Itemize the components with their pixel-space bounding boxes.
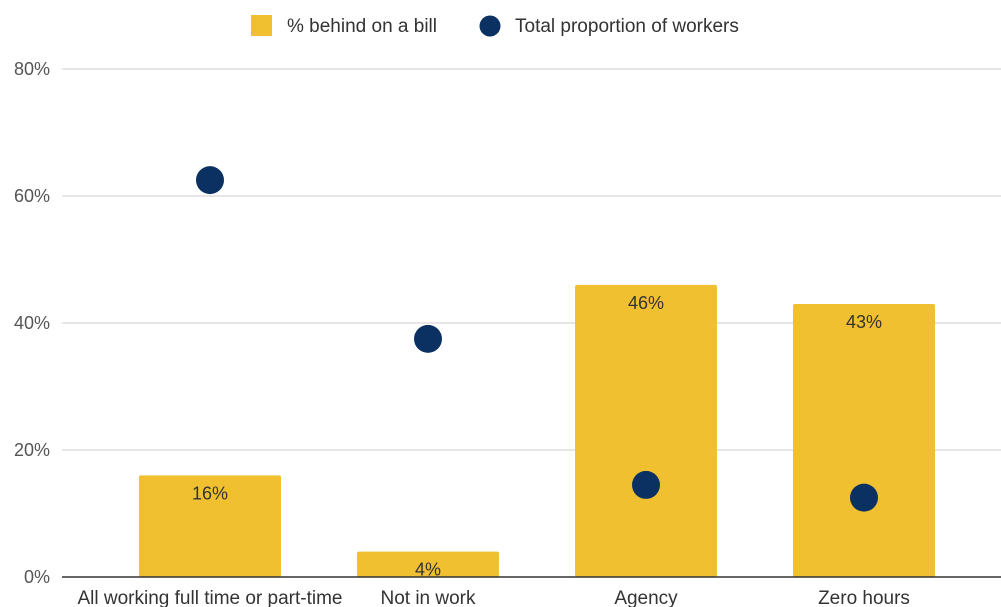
legend: % behind on a bill Total proportion of w… xyxy=(251,15,739,37)
y-tick-label: 40% xyxy=(14,313,50,333)
bar-data-label: 43% xyxy=(846,312,882,332)
legend-label-dot: Total proportion of workers xyxy=(515,16,739,37)
legend-label-bar: % behind on a bill xyxy=(287,16,437,37)
point xyxy=(414,324,442,353)
bar xyxy=(357,551,499,577)
y-tick-label: 0% xyxy=(24,567,50,587)
x-category-label: Zero hours xyxy=(818,588,910,607)
y-tick-label: 60% xyxy=(14,186,50,206)
y-tick-label: 20% xyxy=(14,440,50,460)
bar-data-label: 46% xyxy=(628,293,664,313)
y-tick-label: 80% xyxy=(14,59,50,79)
y-axis-ticks: 0% 20% 40% 60% 80% xyxy=(14,59,50,587)
legend-swatch-bar xyxy=(251,15,272,36)
point xyxy=(850,483,878,512)
point xyxy=(196,166,224,195)
x-axis-categories: All working full time or part-time Not in… xyxy=(77,588,909,607)
bar xyxy=(575,284,717,577)
bar xyxy=(139,475,281,577)
x-category-label: All working full time or part-time xyxy=(77,588,342,607)
bar-data-label: 4% xyxy=(415,560,441,580)
point xyxy=(632,470,660,499)
bars xyxy=(139,284,935,577)
points xyxy=(196,166,878,512)
legend-swatch-dot xyxy=(479,15,501,37)
bar xyxy=(793,303,935,577)
data-labels: 16% 4% 46% 43% xyxy=(192,293,882,580)
x-category-label: Agency xyxy=(614,588,678,607)
bar-data-label: 16% xyxy=(192,483,228,503)
x-category-label: Not in work xyxy=(380,588,476,607)
